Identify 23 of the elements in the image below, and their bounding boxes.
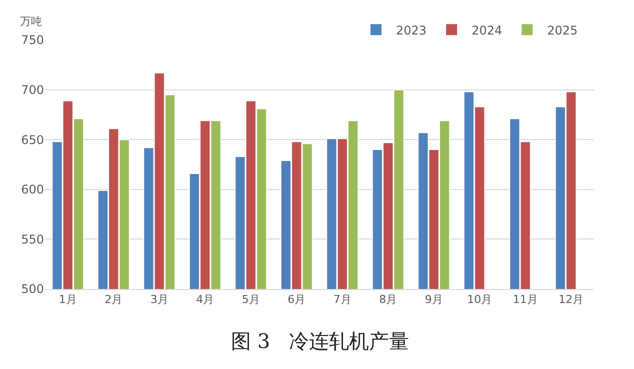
y-axis-title: 万吨 <box>20 15 42 28</box>
x-tick-label: 9月 <box>424 293 443 306</box>
y-tick-label: 700 <box>21 83 44 97</box>
y-tick-label: 550 <box>21 232 44 246</box>
x-tick-label: 7月 <box>333 293 352 306</box>
x-tick-label: 4月 <box>196 293 214 306</box>
legend-label: 2023 <box>396 23 427 38</box>
y-tick-label: 750 <box>21 33 44 48</box>
x-tick-label: 11月 <box>512 293 538 306</box>
x-tick-label: 10月 <box>467 293 492 306</box>
legend-label: 2024 <box>472 23 502 38</box>
x-tick-label: 1月 <box>58 293 77 306</box>
y-tick-label: 500 <box>21 282 44 296</box>
x-tick-label: 6月 <box>288 293 306 306</box>
x-tick-label: 3月 <box>150 293 168 306</box>
x-tick-label: 8月 <box>379 293 398 306</box>
legend-label: 2025 <box>547 23 578 38</box>
text: 图 3 冷连轧机产量 <box>231 329 410 353</box>
x-tick-label: 12月 <box>558 293 584 306</box>
x-tick-label: 2月 <box>104 293 123 306</box>
y-tick-label: 650 <box>21 132 44 147</box>
y-tick-label: 600 <box>21 182 44 197</box>
x-tick-label: 5月 <box>242 293 260 306</box>
